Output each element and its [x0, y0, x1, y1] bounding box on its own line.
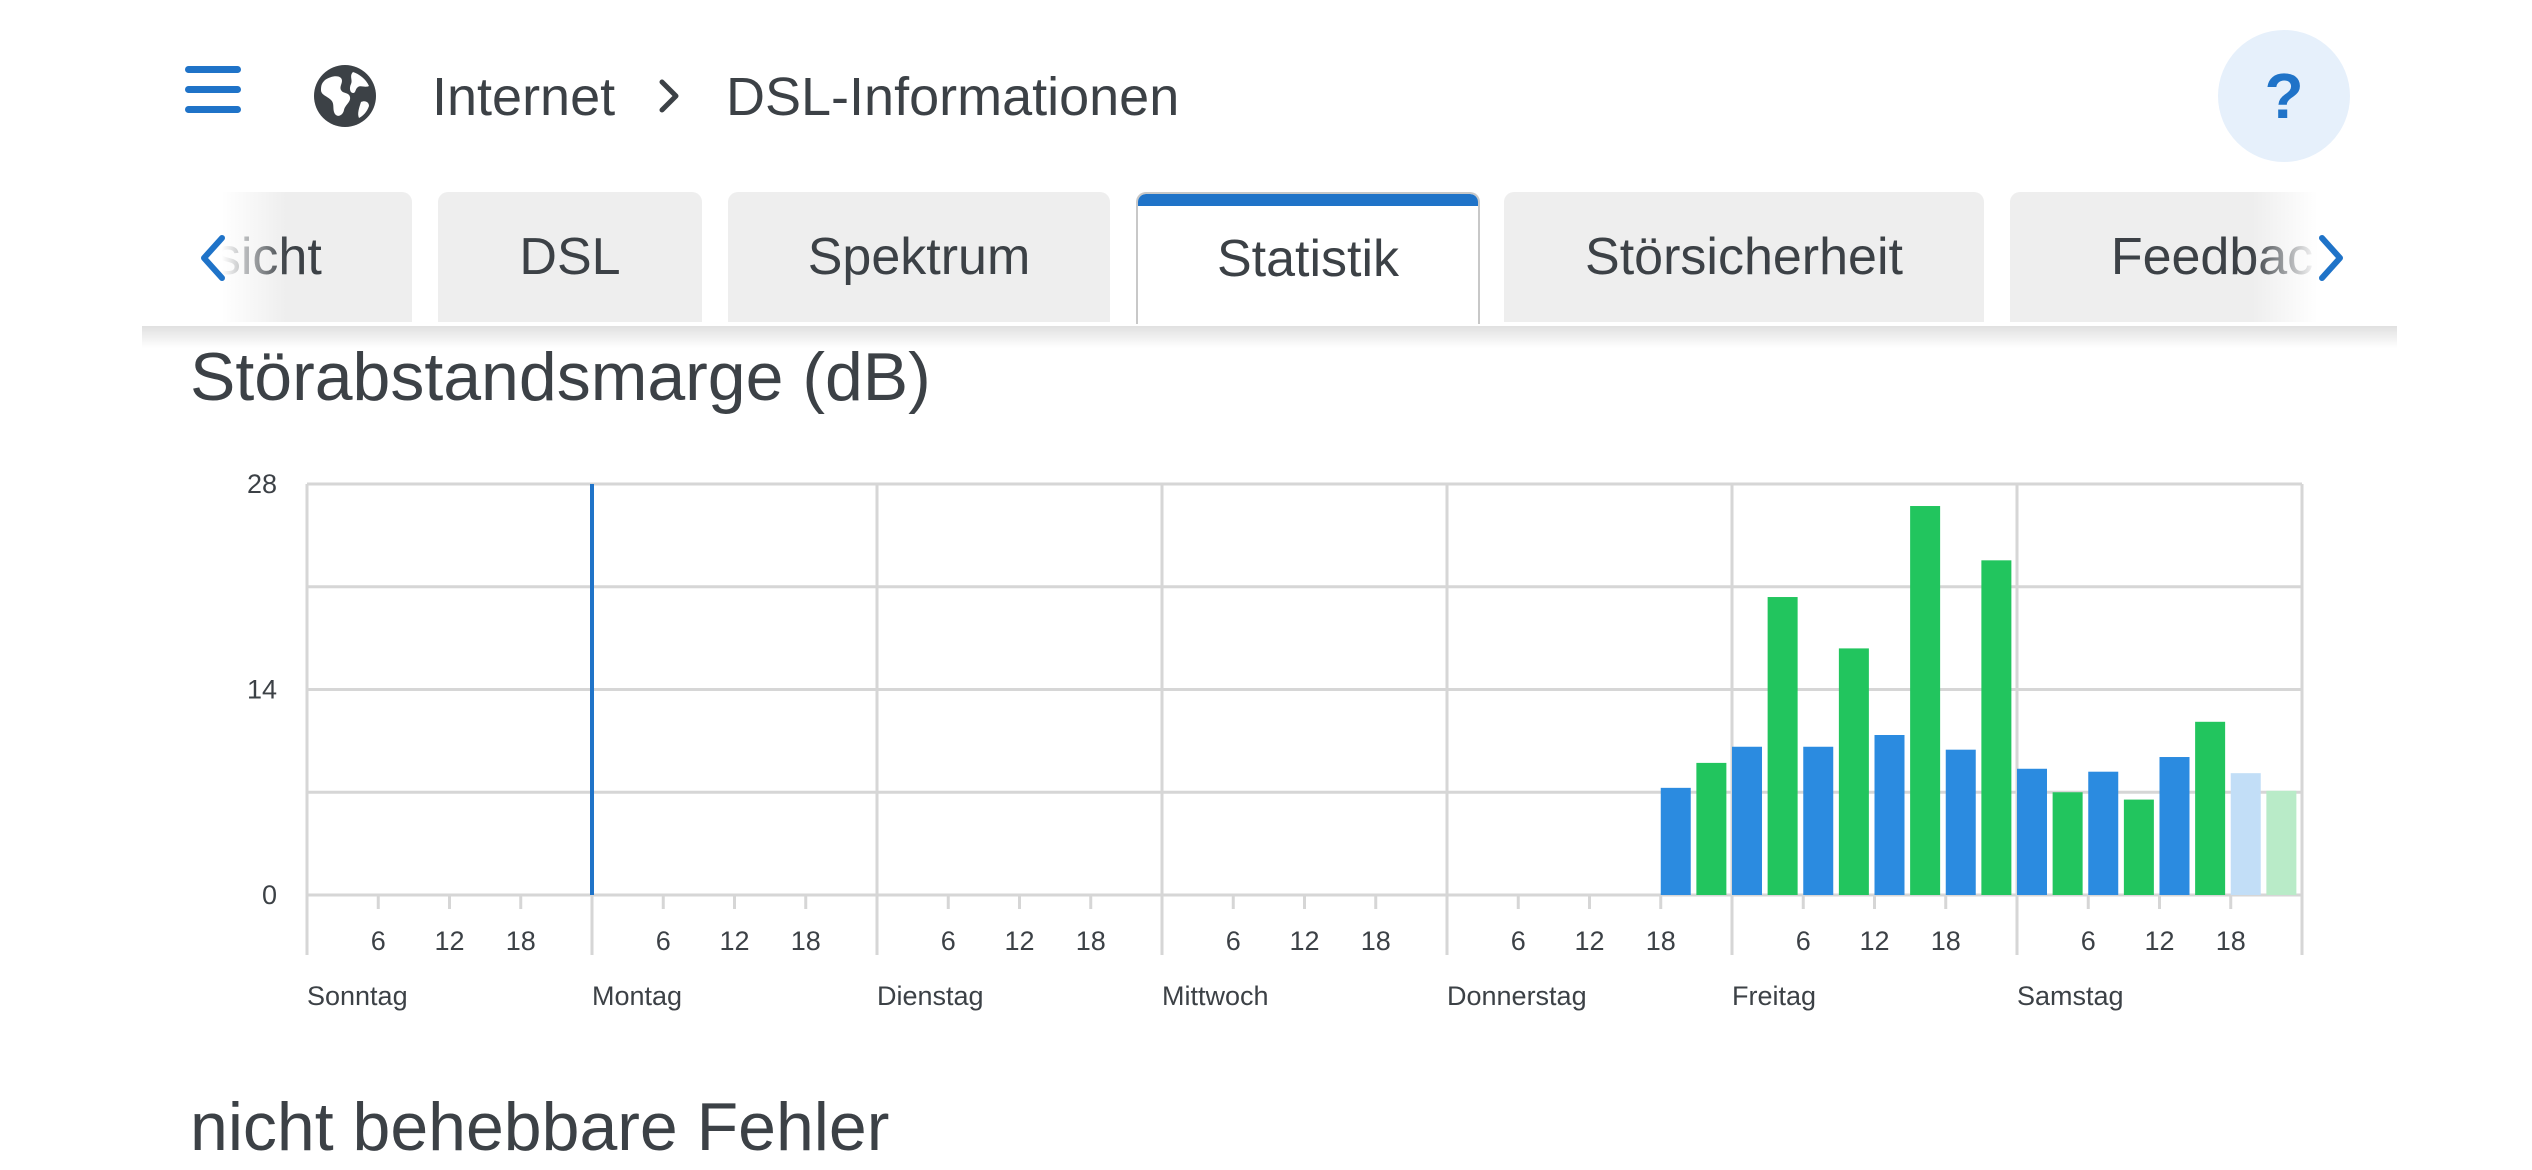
chart-bar [2230, 773, 2261, 895]
hour-tick-label: 12 [1004, 926, 1034, 956]
day-label: Dienstag [877, 981, 984, 1011]
tab-label: DSL [519, 228, 621, 286]
chart-bar [1838, 648, 1869, 895]
y-tick-label: 0 [262, 880, 277, 910]
tab-shadow [142, 326, 2397, 348]
hour-tick-label: 12 [434, 926, 464, 956]
chart-bar [2195, 721, 2226, 895]
tab-label: Störsicherheit [1585, 228, 1903, 286]
hour-tick-label: 12 [719, 926, 749, 956]
breadcrumb-dsl-informationen: DSL-Informationen [726, 67, 1180, 127]
hour-tick-label: 18 [791, 926, 821, 956]
tab-statistik[interactable]: Statistik [1136, 192, 1480, 324]
chevron-right-icon [659, 79, 679, 113]
hour-tick-label: 6 [2081, 926, 2096, 956]
chart-bar [1767, 597, 1798, 895]
chart-bar [1660, 787, 1691, 895]
hour-tick-label: 6 [1226, 926, 1241, 956]
hour-tick-label: 18 [1931, 926, 1961, 956]
chart-bar [2088, 771, 2119, 895]
chart-bar [1696, 762, 1727, 895]
help-button[interactable]: ? [2218, 30, 2350, 162]
hour-tick-label: 6 [656, 926, 671, 956]
day-label: Mittwoch [1162, 981, 1269, 1011]
day-label: Montag [592, 981, 682, 1011]
chart-bar [2017, 768, 2047, 895]
tab-fade-right [2252, 190, 2397, 326]
y-tick-label: 14 [247, 675, 277, 705]
app-header: Internet DSL-Informationen ? [0, 0, 2532, 190]
day-label: Sonntag [307, 981, 408, 1011]
chart-bar [1874, 735, 1905, 895]
chart-bar [2052, 792, 2083, 895]
hour-tick-label: 6 [1511, 926, 1526, 956]
tab-label: Statistik [1216, 230, 1400, 288]
chart-bar [1803, 746, 1834, 895]
chart-bar [2266, 790, 2297, 895]
hour-tick-label: 18 [2216, 926, 2246, 956]
hour-tick-label: 6 [1796, 926, 1811, 956]
hour-tick-label: 6 [941, 926, 956, 956]
tab-bar: Übersicht DSL Spektrum Statistik Störsic… [142, 190, 2397, 326]
chart-bar [1981, 560, 2012, 895]
chart-bar [2123, 799, 2154, 895]
hour-tick-label: 18 [1646, 926, 1676, 956]
hour-tick-label: 12 [1289, 926, 1319, 956]
y-tick-label: 28 [247, 469, 277, 499]
section-title-errors: nicht behebbare Fehler [190, 1089, 890, 1165]
hour-tick-label: 6 [371, 926, 386, 956]
chevron-left-icon[interactable] [194, 230, 234, 286]
globe-icon [314, 65, 376, 127]
hour-tick-label: 18 [506, 926, 536, 956]
hour-tick-label: 18 [1076, 926, 1106, 956]
hour-tick-label: 12 [2144, 926, 2174, 956]
hour-tick-label: 12 [1574, 926, 1604, 956]
hour-tick-label: 18 [1361, 926, 1391, 956]
section-title-snr: Störabstandsmarge (dB) [190, 339, 931, 415]
day-label: Donnerstag [1447, 981, 1587, 1011]
tab-fade-left [142, 190, 287, 326]
hamburger-menu-icon[interactable] [185, 66, 243, 114]
hour-tick-label: 12 [1859, 926, 1889, 956]
breadcrumb-internet[interactable]: Internet [432, 67, 616, 127]
tab-spektrum[interactable]: Spektrum [728, 192, 1110, 322]
chart-bar [2159, 757, 2190, 895]
chevron-right-icon[interactable] [2310, 230, 2350, 286]
chart-bar [1732, 746, 1762, 895]
tab-stoersicherheit[interactable]: Störsicherheit [1504, 192, 1984, 322]
tab-dsl[interactable]: DSL [438, 192, 702, 322]
chart-bar [1910, 506, 1941, 895]
tab-label: Spektrum [807, 228, 1031, 286]
day-label: Samstag [2017, 981, 2124, 1011]
day-label: Freitag [1732, 981, 1816, 1011]
chart-bar [1945, 749, 1976, 895]
